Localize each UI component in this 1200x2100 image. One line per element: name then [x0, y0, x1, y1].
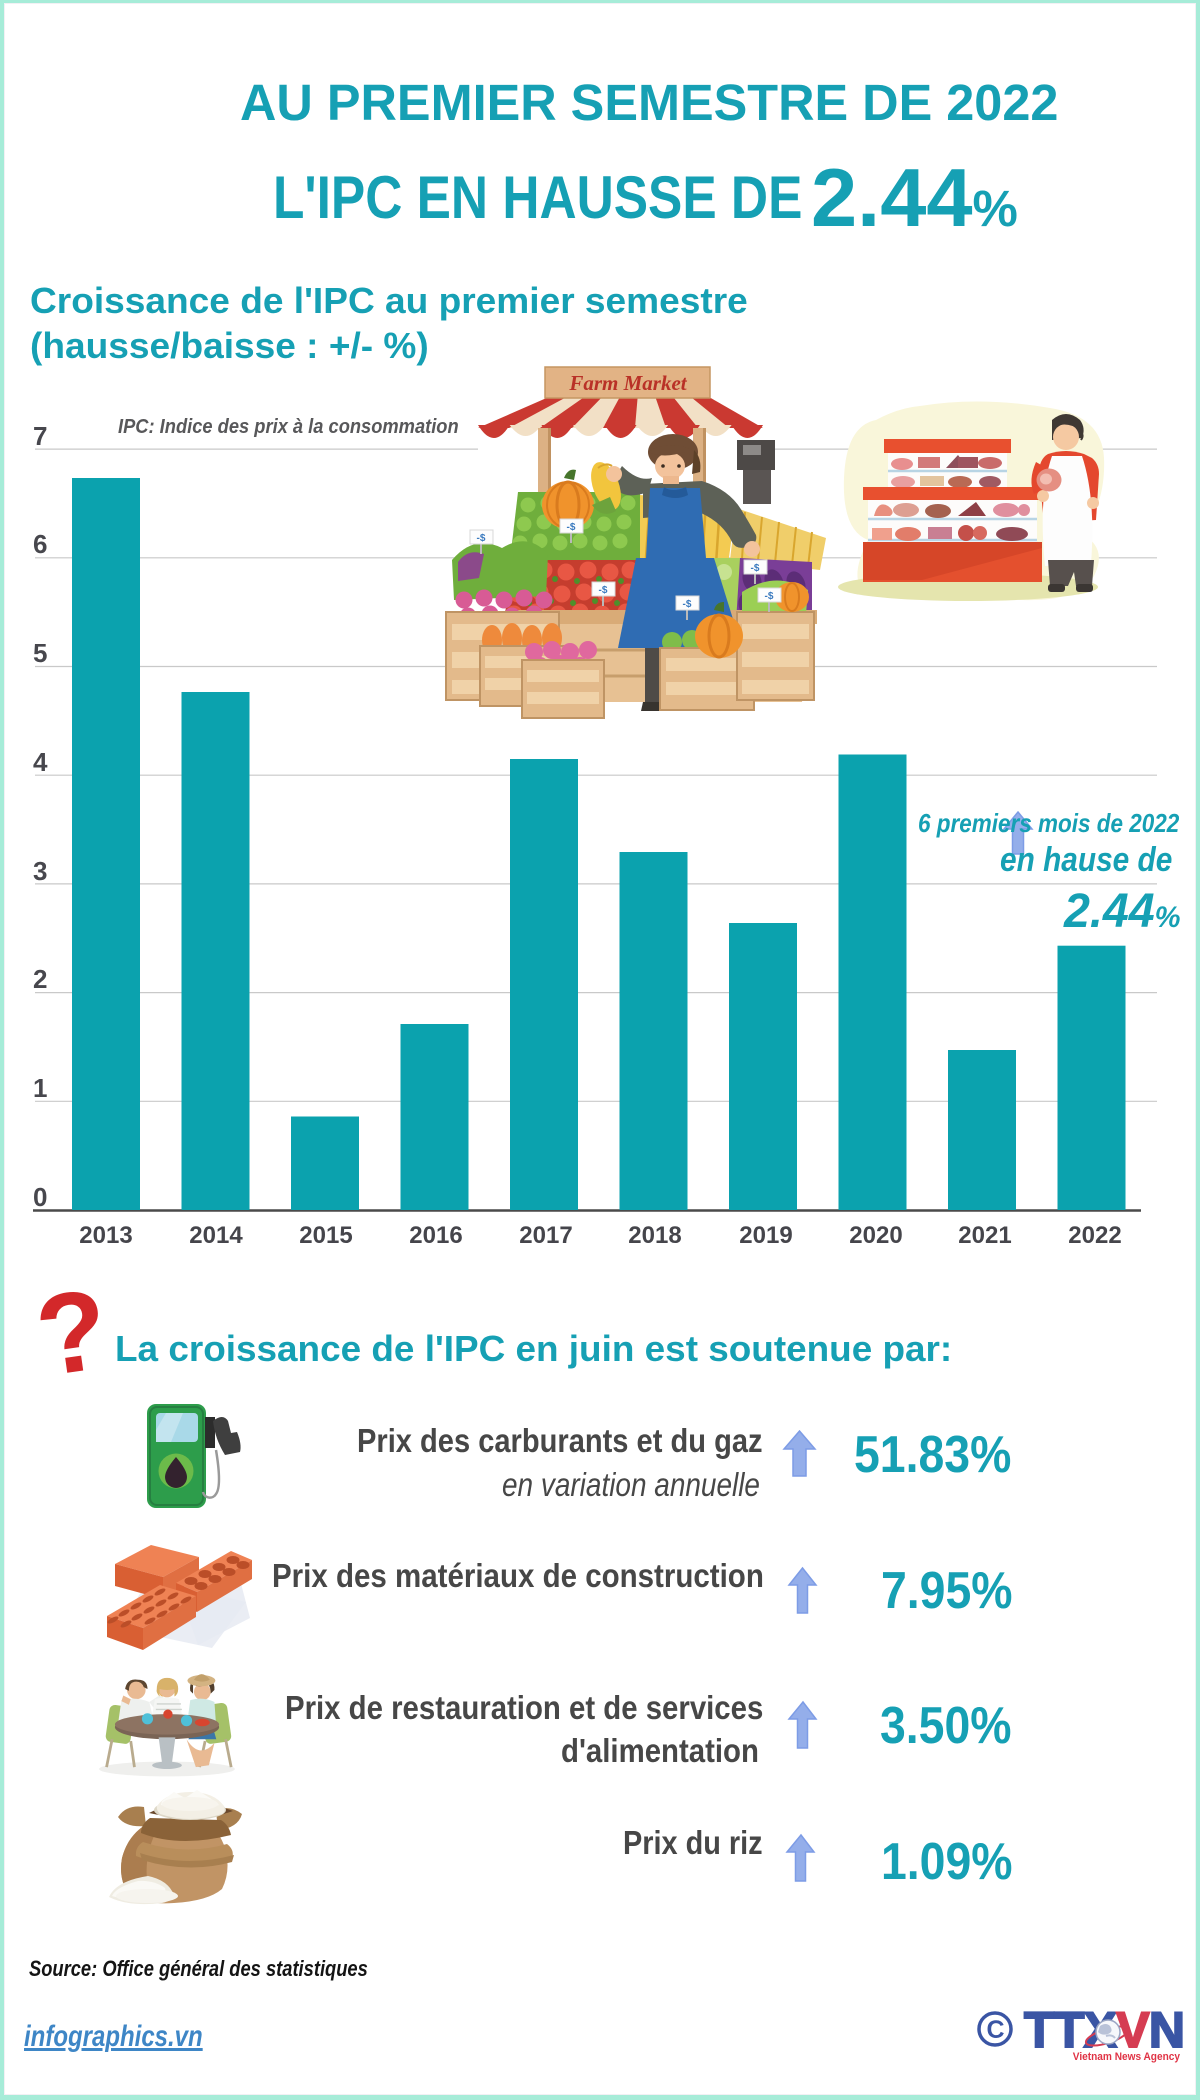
svg-text:2014: 2014: [189, 1222, 243, 1249]
svg-text:-$: -$: [567, 522, 576, 533]
svg-text:2: 2: [33, 964, 47, 994]
svg-text:-$: -$: [477, 533, 486, 544]
svg-text:2019: 2019: [739, 1222, 792, 1249]
svg-text:2022: 2022: [1068, 1222, 1121, 1249]
svg-text:-$: -$: [599, 585, 608, 596]
svg-text:5: 5: [33, 638, 47, 668]
svg-text:2016: 2016: [409, 1222, 462, 1249]
svg-text:3: 3: [33, 856, 47, 886]
svg-text:4: 4: [33, 747, 48, 777]
svg-text:7: 7: [33, 421, 47, 451]
svg-text:2018: 2018: [628, 1222, 681, 1249]
svg-text:Vietnam News Agency: Vietnam News Agency: [1073, 2051, 1180, 2063]
svg-text:6: 6: [33, 529, 47, 559]
svg-text:-$: -$: [751, 563, 760, 574]
svg-text:2020: 2020: [849, 1222, 902, 1249]
svg-text:-$: -$: [683, 599, 692, 610]
svg-text:2021: 2021: [958, 1222, 1011, 1249]
svg-text:C: C: [986, 2016, 1004, 2044]
svg-text:1: 1: [33, 1073, 47, 1103]
svg-text:-$: -$: [765, 591, 774, 602]
svg-text:Farm Market: Farm Market: [568, 371, 687, 395]
svg-text:0: 0: [33, 1182, 47, 1212]
svg-text:2017: 2017: [519, 1222, 572, 1249]
svg-text:2015: 2015: [299, 1222, 352, 1249]
svg-text:?: ?: [29, 1265, 116, 1400]
svg-text:2013: 2013: [79, 1222, 132, 1249]
